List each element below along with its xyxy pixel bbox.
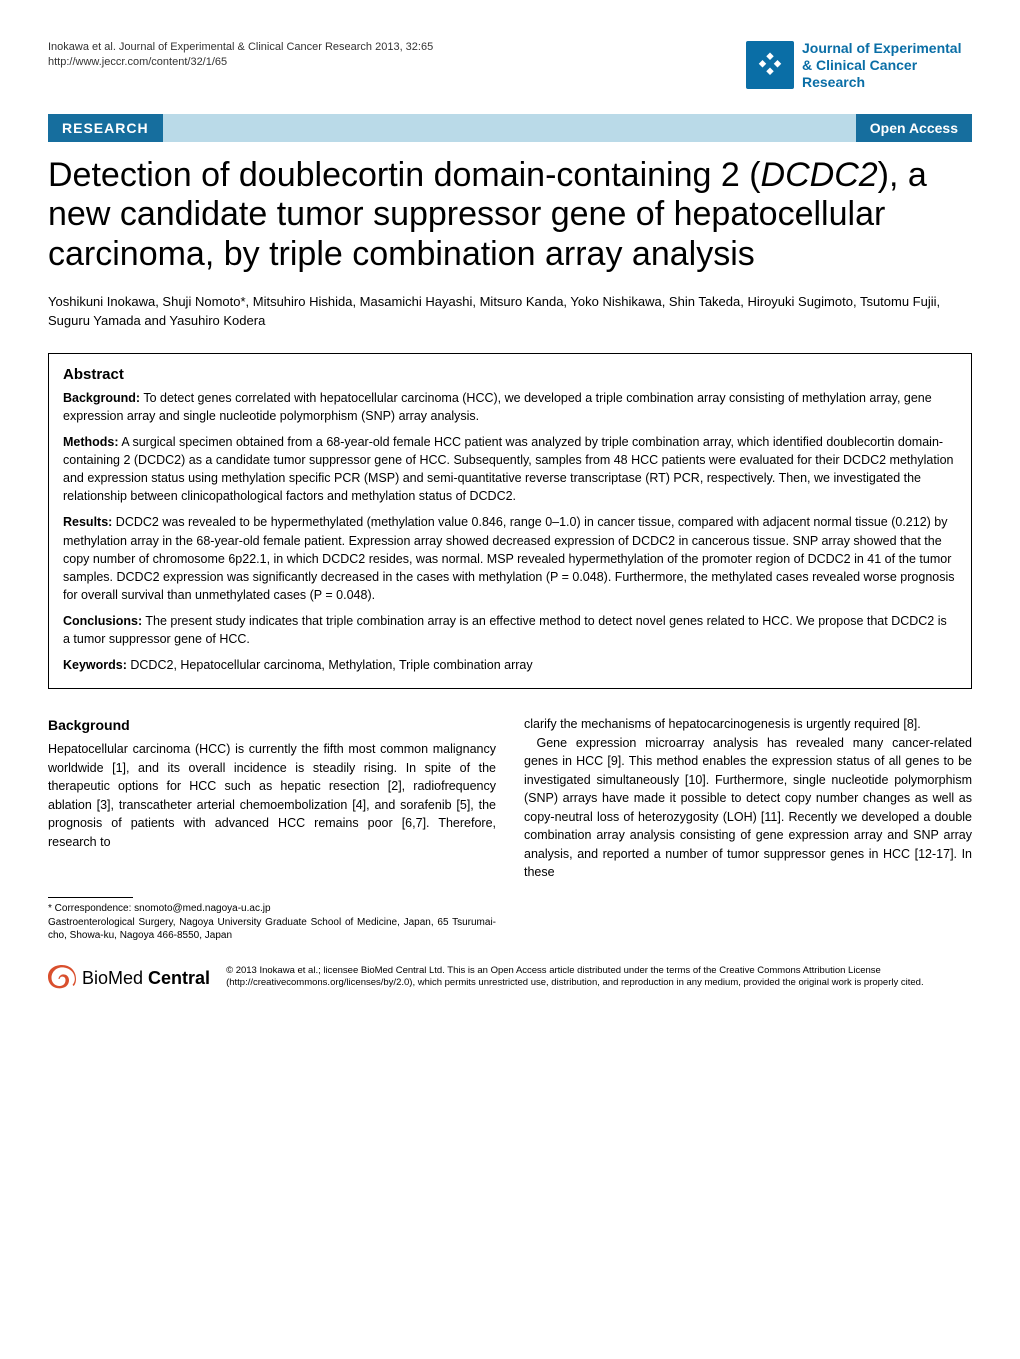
abstract-conclusions-text: The present study indicates that triple …	[63, 614, 947, 646]
col1-paragraph: Hepatocellular carcinoma (HCC) is curren…	[48, 740, 496, 851]
journal-brand: Journal of Experimental & Clinical Cance…	[746, 40, 972, 90]
abstract-results: Results: DCDC2 was revealed to be hyperm…	[63, 513, 957, 604]
section-banner: RESEARCH Open Access	[48, 114, 972, 142]
abstract-background-text: To detect genes correlated with hepatoce…	[63, 391, 932, 423]
journal-logo-icon	[746, 41, 794, 89]
body-columns: Background Hepatocellular carcinoma (HCC…	[48, 715, 972, 942]
abstract-methods-label: Methods:	[63, 435, 119, 449]
column-right: clarify the mechanisms of hepatocarcinog…	[524, 715, 972, 942]
abstract-conclusions: Conclusions: The present study indicates…	[63, 612, 957, 648]
abstract-box: Abstract Background: To detect genes cor…	[48, 353, 972, 690]
abstract-methods: Methods: A surgical specimen obtained fr…	[63, 433, 957, 506]
biomed-swirl-icon	[48, 965, 76, 993]
url-line: http://www.jeccr.com/content/32/1/65	[48, 55, 433, 70]
background-heading: Background	[48, 715, 496, 736]
biomed-logo-text: BioMed Central	[82, 968, 210, 989]
abstract-background: Background: To detect genes correlated w…	[63, 389, 957, 425]
abstract-keywords-label: Keywords:	[63, 658, 127, 672]
abstract-methods-text: A surgical specimen obtained from a 68-y…	[63, 435, 953, 503]
abstract-keywords: Keywords: DCDC2, Hepatocellular carcinom…	[63, 656, 957, 674]
abstract-results-text: DCDC2 was revealed to be hypermethylated…	[63, 515, 955, 602]
col2-paragraph-2: Gene expression microarray analysis has …	[524, 734, 972, 882]
article-title: Detection of doublecortin domain-contain…	[48, 156, 972, 273]
abstract-keywords-text: DCDC2, Hepatocellular carcinoma, Methyla…	[127, 658, 533, 672]
citation-line: Inokawa et al. Journal of Experimental &…	[48, 40, 433, 55]
abstract-results-label: Results:	[63, 515, 112, 529]
open-access-badge: Open Access	[856, 114, 972, 142]
abstract-heading: Abstract	[63, 366, 957, 383]
footnote-separator	[48, 897, 133, 898]
abstract-conclusions-label: Conclusions:	[63, 614, 142, 628]
col2-paragraph-1: clarify the mechanisms of hepatocarcinog…	[524, 715, 972, 734]
copyright-text: © 2013 Inokawa et al.; licensee BioMed C…	[226, 965, 972, 991]
column-left: Background Hepatocellular carcinoma (HCC…	[48, 715, 496, 942]
banner-filler	[163, 114, 856, 142]
abstract-background-label: Background:	[63, 391, 140, 405]
affiliation-line: Gastroenterological Surgery, Nagoya Univ…	[48, 916, 496, 943]
author-list: Yoshikuni Inokawa, Shuji Nomoto*, Mitsuh…	[48, 292, 972, 331]
journal-name: Journal of Experimental & Clinical Cance…	[802, 40, 972, 90]
section-label: RESEARCH	[48, 114, 163, 142]
biomed-logo: BioMed Central	[48, 965, 210, 993]
page-footer: BioMed Central © 2013 Inokawa et al.; li…	[48, 965, 972, 993]
page-header: Inokawa et al. Journal of Experimental &…	[48, 40, 972, 90]
correspondence-line: * Correspondence: snomoto@med.nagoya-u.a…	[48, 902, 496, 916]
citation-block: Inokawa et al. Journal of Experimental &…	[48, 40, 433, 71]
